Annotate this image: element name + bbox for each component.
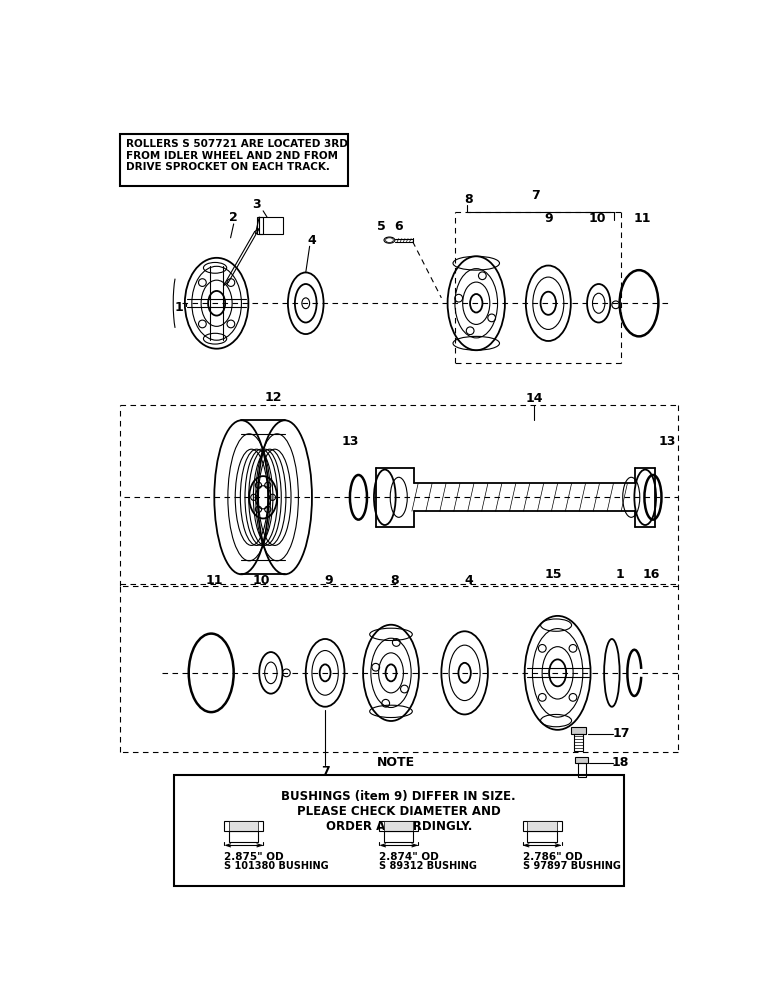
Text: 2.786" OD: 2.786" OD — [523, 852, 582, 861]
Text: 11: 11 — [205, 574, 223, 587]
Text: 5: 5 — [378, 220, 386, 233]
Text: 12: 12 — [265, 391, 282, 404]
Bar — [523, 821, 561, 831]
Text: 16: 16 — [643, 568, 660, 581]
Bar — [527, 821, 557, 831]
Text: 13: 13 — [659, 435, 676, 448]
Text: 3: 3 — [252, 198, 261, 211]
Text: 7: 7 — [532, 189, 540, 202]
Text: S 89312 BUSHING: S 89312 BUSHING — [379, 861, 477, 871]
Bar — [575, 757, 587, 763]
Bar — [174, 774, 624, 886]
Text: 14: 14 — [526, 392, 543, 405]
Text: 9: 9 — [324, 574, 333, 587]
Text: 7: 7 — [320, 765, 330, 778]
Text: 15: 15 — [545, 568, 563, 581]
Text: 10: 10 — [252, 574, 270, 587]
Text: 2: 2 — [229, 211, 238, 224]
Text: 11: 11 — [633, 212, 651, 225]
Text: NOTE: NOTE — [377, 756, 415, 769]
Text: 8: 8 — [391, 574, 399, 587]
Text: 6: 6 — [394, 220, 403, 233]
Text: 17: 17 — [612, 727, 630, 740]
Bar — [527, 831, 557, 842]
Text: 4: 4 — [307, 234, 317, 247]
Text: 9: 9 — [544, 212, 553, 225]
Bar — [384, 821, 414, 831]
Text: 13: 13 — [342, 435, 360, 448]
Bar — [229, 821, 259, 831]
Bar — [577, 763, 585, 777]
Bar — [257, 217, 263, 234]
Text: S 101380 BUSHING: S 101380 BUSHING — [225, 861, 329, 871]
Text: BUSHINGS (item 9) DIFFER IN SIZE.
PLEASE CHECK DIAMETER AND
ORDER ACCORDINGLY.: BUSHINGS (item 9) DIFFER IN SIZE. PLEASE… — [282, 790, 516, 833]
Bar — [384, 831, 414, 842]
Text: ROLLERS S 507721 ARE LOCATED 3RD
FROM IDLER WHEEL AND 2ND FROM
DRIVE SPROCKET ON: ROLLERS S 507721 ARE LOCATED 3RD FROM ID… — [126, 139, 348, 172]
Text: 1: 1 — [175, 301, 184, 314]
Text: 2.874" OD: 2.874" OD — [379, 852, 439, 861]
Bar — [574, 734, 583, 751]
Bar — [229, 831, 259, 842]
Bar — [379, 821, 418, 831]
Text: S 97897 BUSHING: S 97897 BUSHING — [523, 861, 621, 871]
Bar — [259, 217, 283, 234]
Text: 2.875" OD: 2.875" OD — [225, 852, 284, 861]
Text: 8: 8 — [464, 193, 472, 206]
Text: 18: 18 — [611, 756, 629, 769]
Bar — [571, 727, 586, 734]
Text: 4: 4 — [464, 574, 473, 587]
Text: 1: 1 — [615, 568, 624, 581]
Bar — [225, 821, 263, 831]
Bar — [120, 134, 348, 186]
Text: 10: 10 — [588, 212, 606, 225]
